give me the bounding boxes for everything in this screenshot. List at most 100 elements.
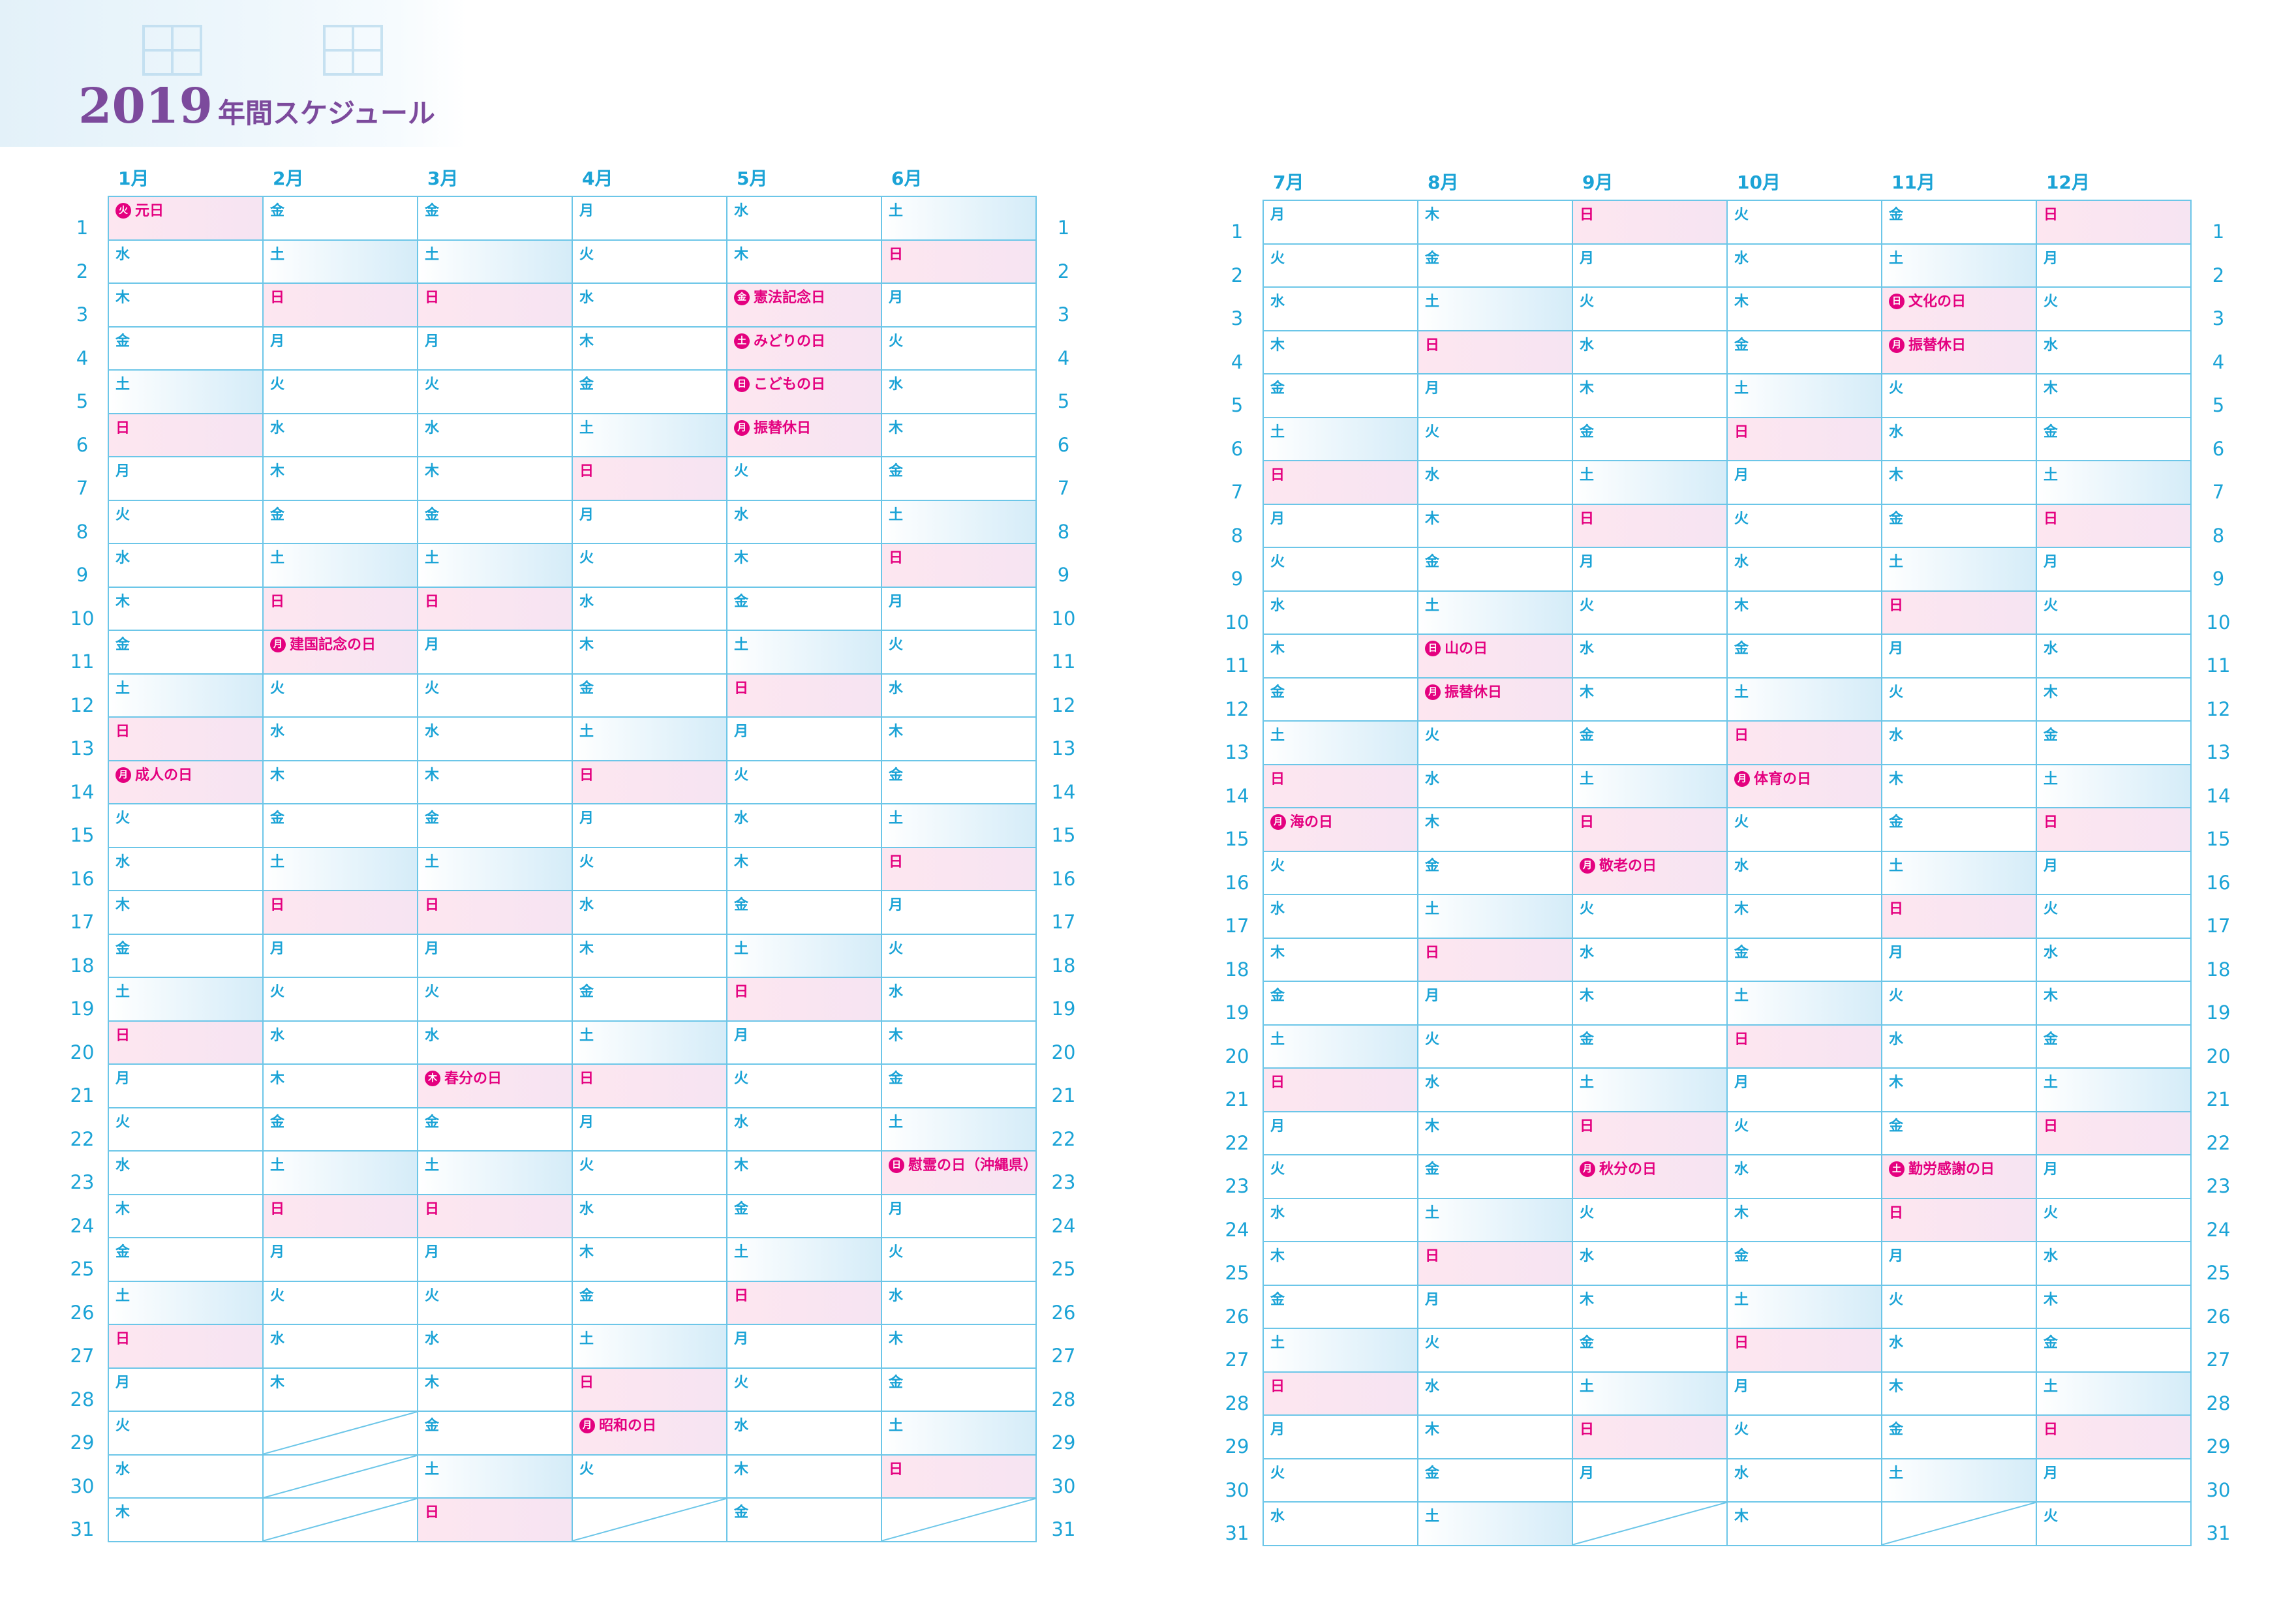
day-cell: 日 <box>418 891 573 935</box>
weekday-label: 火 <box>1734 510 1749 527</box>
weekday-label: 水 <box>1425 771 1440 787</box>
holiday-name: 慰霊の日（沖縄県） <box>908 1157 1037 1174</box>
day-number: 9 <box>2212 568 2225 590</box>
day-number: 22 <box>70 1127 95 1150</box>
day-cell: 火 <box>882 934 1037 978</box>
weekday-label: 木 <box>115 593 130 610</box>
day-cell: 火 <box>727 457 882 501</box>
day-cell: 土 <box>573 1021 727 1065</box>
weekday-label: 木 <box>270 767 285 784</box>
weekday-label: 金 <box>1889 1118 1904 1135</box>
day-cell: 水 <box>1728 548 1882 592</box>
day-cell: 日 <box>1573 201 1728 245</box>
calendar-row: 月木木日火金 <box>109 1368 1037 1412</box>
day-cell: 金 <box>264 1108 418 1152</box>
day-number: 5 <box>1231 394 1244 417</box>
day-cell: 金 <box>882 1065 1037 1108</box>
day-cell: 火 <box>1264 851 1418 895</box>
day-number: 11 <box>1051 650 1076 673</box>
empty-day-cell <box>264 1455 418 1499</box>
weekday-label: 土 <box>1889 554 1904 570</box>
weekday-label: 月 <box>2043 857 2059 874</box>
month-header: 9月 <box>1582 172 1614 193</box>
weekday-label: 月 <box>579 810 594 827</box>
calendar-row: 月木木春分の日日火金 <box>109 1065 1037 1108</box>
weekday-label: 金 <box>1270 380 1285 397</box>
weekday-label: 土 <box>425 853 440 870</box>
weekday-label: 月 <box>115 1374 130 1391</box>
day-cell: 土 <box>418 1455 573 1499</box>
weekday-label: 木 <box>1889 1075 1904 1091</box>
day-cell: 日 <box>1882 895 2037 939</box>
day-cell: 火 <box>2037 288 2192 331</box>
weekday-label: 金 <box>1425 857 1440 874</box>
day-cell: 木 <box>1573 982 1728 1026</box>
weekday-label: 木 <box>1889 771 1904 787</box>
day-cell: 日 <box>882 1455 1037 1499</box>
strike-line <box>882 1499 1035 1541</box>
day-cell: 火 <box>573 847 727 891</box>
day-number: 22 <box>2206 1131 2231 1154</box>
weekday-label: 金 <box>734 1504 749 1521</box>
calendar-row: 土火火金日水 <box>109 674 1037 718</box>
day-cell: 火 <box>573 1455 727 1499</box>
day-number: 30 <box>1051 1474 1076 1497</box>
weekday-label: 火 <box>425 1287 440 1304</box>
weekday-label: 火 <box>889 940 904 957</box>
calendar-row: 火金金月水土 <box>109 1108 1037 1152</box>
weekday-label: 日 <box>2043 207 2059 223</box>
day-number: 20 <box>1051 1041 1076 1063</box>
day-cell: 日 <box>418 1499 573 1542</box>
weekday-label: 火 <box>579 246 594 263</box>
weekday-label: 火 <box>889 637 904 653</box>
weekday-label: 土 <box>889 506 904 523</box>
day-cell: 金 <box>882 1368 1037 1412</box>
holiday-name: みどりの日 <box>754 333 826 350</box>
weekday-label: 木 <box>734 1157 749 1174</box>
day-number: 9 <box>76 564 89 587</box>
calendar-grid: 火元日金金月水土水土土火木日木日日水金憲法記念日月金月月木土みどりの日火土火火金… <box>108 196 1037 1542</box>
day-number: 29 <box>1051 1431 1076 1454</box>
day-number: 17 <box>2206 915 2231 938</box>
weekday-label: 日 <box>1734 1335 1749 1351</box>
day-cell: 金 <box>727 891 882 935</box>
weekday-label: 日 <box>1425 944 1440 961</box>
strike-line <box>1882 1503 2036 1545</box>
weekday-label: 土 <box>1425 597 1440 614</box>
weekday-label: 土 <box>2043 1378 2059 1395</box>
day-number: 18 <box>2206 958 2231 981</box>
weekday-label: 月 <box>1580 1465 1595 1482</box>
day-number: 30 <box>70 1474 95 1497</box>
day-cell: 日 <box>1264 1069 1418 1112</box>
weekday-label: 月 <box>1734 1378 1749 1395</box>
day-cell: 火 <box>2037 1198 2192 1242</box>
weekday-label: 木 <box>1425 814 1440 831</box>
day-number: 8 <box>1057 520 1070 543</box>
day-cell: 火 <box>418 1281 573 1325</box>
weekday-label: 木 <box>579 333 594 350</box>
weekday-label: 火 <box>115 810 130 827</box>
day-cell: 水 <box>727 500 882 544</box>
weekday-badge: 木 <box>425 1071 440 1086</box>
day-cell: 火 <box>1418 1025 1573 1069</box>
weekday-label: 土 <box>425 1461 440 1478</box>
day-cell: 土 <box>1573 1372 1728 1416</box>
day-cell: 金 <box>2037 722 2192 765</box>
day-cell: 日 <box>573 761 727 804</box>
weekday-label: 月 <box>1580 250 1595 267</box>
weekday-label: 月 <box>425 333 440 350</box>
day-cell: 月 <box>264 327 418 371</box>
day-cell: 金 <box>418 1412 573 1456</box>
calendar-row: 木日山の日水金月水 <box>1264 635 2192 679</box>
day-cell: 水 <box>1264 895 1418 939</box>
weekday-label: 水 <box>425 420 440 436</box>
day-number: 23 <box>70 1171 95 1194</box>
day-cell: 日 <box>109 414 264 457</box>
day-number: 24 <box>1225 1218 1249 1241</box>
holiday-name: 建国記念の日 <box>290 637 376 653</box>
day-cell: 木 <box>1418 504 1573 548</box>
day-cell: 水 <box>882 674 1037 718</box>
weekday-badge: 土 <box>1889 1161 1905 1177</box>
day-number: 2 <box>1231 264 1244 286</box>
weekday-label: 日 <box>425 897 440 913</box>
